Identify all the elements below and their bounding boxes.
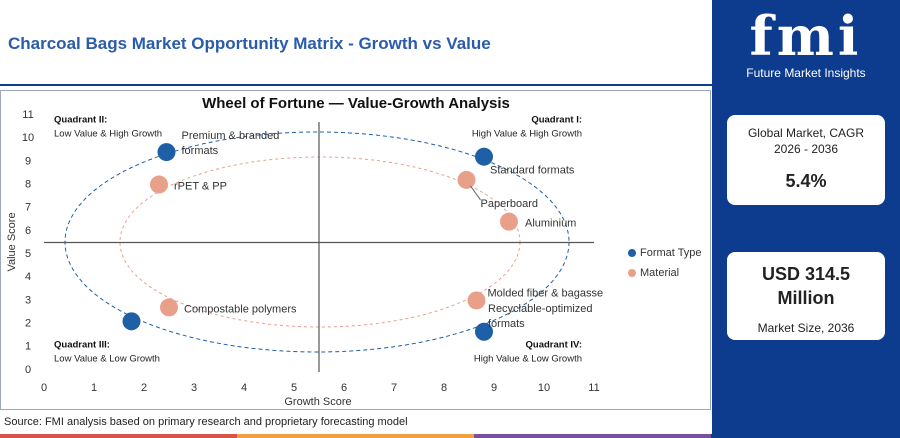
y-tick-label: 7 xyxy=(25,202,31,214)
chart: Wheel of Fortune — Value-Growth Analysis… xyxy=(6,95,702,408)
x-tick-label: 4 xyxy=(241,382,247,394)
card-value: 5.4% xyxy=(785,171,827,191)
logo-subtitle: Future Market Insights xyxy=(746,66,866,80)
x-tick-label: 7 xyxy=(391,382,397,394)
quadrant-title: Quadrant II: xyxy=(54,115,107,126)
point-label: Paperboard xyxy=(481,198,539,210)
scatter-point xyxy=(457,170,476,189)
y-tick-label: 6 xyxy=(25,225,31,237)
y-tick-label: 1 xyxy=(25,341,31,353)
quadrant-title: Quadrant I: xyxy=(531,115,582,126)
quadrant-text: High Value & High Growth xyxy=(472,129,582,140)
bottom-bar xyxy=(0,434,900,438)
quadrant-text: High Value & Low Growth xyxy=(474,354,582,365)
y-axis-label: Value Score xyxy=(6,212,18,271)
legend-swatch xyxy=(628,249,636,257)
scatter-point xyxy=(467,291,486,310)
market-size-card: USD 314.5 Million Market Size, 2036 xyxy=(727,252,885,340)
scatter-point xyxy=(475,147,493,166)
y-tick-label: 5 xyxy=(25,248,31,260)
scatter-point xyxy=(157,143,176,162)
scatter-point xyxy=(122,312,141,331)
header-rule xyxy=(0,84,712,86)
point-label: Aluminium xyxy=(525,218,576,230)
card-label: Global Market, CAGR 2026 - 2036 xyxy=(747,126,865,156)
scatter-point xyxy=(475,322,493,341)
sidebar: fmi Future Market Insights Global Market… xyxy=(712,0,900,438)
y-tick-label: 11 xyxy=(22,109,33,121)
point-label-box: Recyclable-optimized formats xyxy=(488,302,593,330)
card-label: Market Size, 2036 xyxy=(757,321,855,335)
point-label: Compostable polymers xyxy=(184,303,297,315)
x-axis-label: Growth Score xyxy=(284,396,351,408)
chart-frame xyxy=(0,90,711,410)
x-tick-label: 9 xyxy=(491,382,497,394)
point-label: Standard formats xyxy=(490,165,575,177)
x-tick-label: 1 xyxy=(91,382,97,394)
y-tick-label: 8 xyxy=(25,178,31,190)
y-tick-label: 2 xyxy=(25,318,31,330)
x-tick-label: 5 xyxy=(291,382,297,394)
point-label: Recyclable-optimized formats xyxy=(488,302,593,330)
bar-segment xyxy=(0,434,237,438)
label-connector xyxy=(470,185,481,201)
point-label: Premium & branded formats xyxy=(181,130,280,158)
y-tick-label: 0 xyxy=(25,364,31,376)
point-label-box: Premium & branded formats xyxy=(181,130,280,158)
y-tick-label: 3 xyxy=(25,294,31,306)
scatter-point xyxy=(160,298,178,317)
point-label: Molded fiber & bagasse xyxy=(488,287,604,299)
bar-segment xyxy=(710,434,900,438)
quadrant-text: Low Value & Low Growth xyxy=(54,354,160,365)
scatter-point xyxy=(500,212,518,231)
bar-segment xyxy=(236,434,474,438)
page-title: Charcoal Bags Market Opportunity Matrix … xyxy=(8,34,491,53)
scatter-point xyxy=(150,175,168,194)
chart-title: Wheel of Fortune — Value-Growth Analysis xyxy=(202,95,510,112)
y-tick-label: 10 xyxy=(22,132,34,144)
quadrant-title: Quadrant III: xyxy=(54,340,110,351)
x-tick-label: 3 xyxy=(191,382,197,394)
x-tick-label: 11 xyxy=(588,382,599,394)
card-value: USD 314.5 Million xyxy=(761,264,851,308)
logo: fmi xyxy=(749,4,863,68)
x-tick-label: 6 xyxy=(341,382,347,394)
bar-segment xyxy=(473,434,711,438)
quadrant-title: Quadrant IV: xyxy=(526,340,582,351)
source-note: Source: FMI analysis based on primary re… xyxy=(4,416,408,428)
x-tick-label: 2 xyxy=(141,382,147,394)
x-tick-label: 8 xyxy=(441,382,447,394)
legend-label: Format Type xyxy=(640,247,702,259)
x-tick-label: 0 xyxy=(41,382,47,394)
quadrant-text: Low Value & High Growth xyxy=(54,129,162,140)
x-tick-label: 10 xyxy=(538,382,550,394)
legend-label: Material xyxy=(640,267,679,279)
y-tick-label: 4 xyxy=(25,271,31,283)
legend-swatch xyxy=(628,269,636,277)
cagr-card: Global Market, CAGR 2026 - 2036 5.4% xyxy=(727,115,885,205)
point-label: rPET & PP xyxy=(174,180,227,192)
y-tick-label: 9 xyxy=(25,155,31,167)
